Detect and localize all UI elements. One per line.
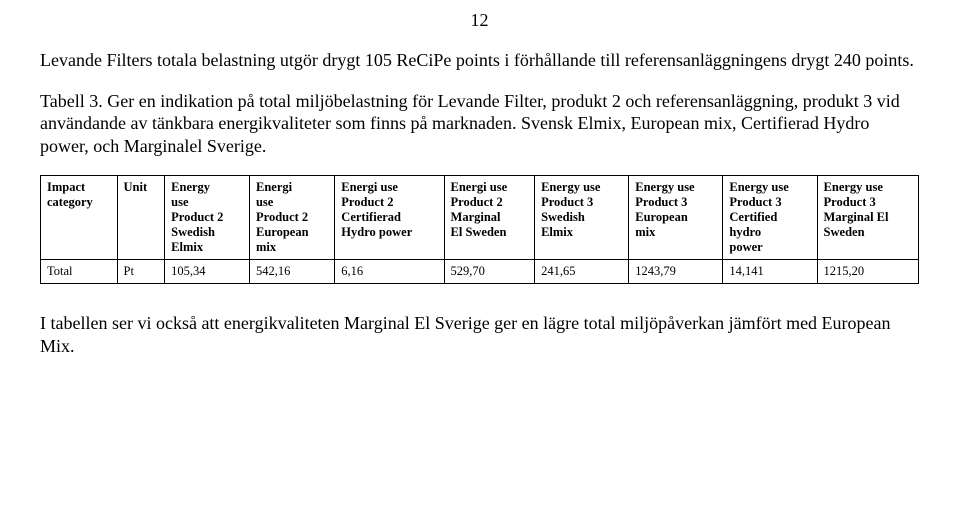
hdr-text: Marginal [451,210,529,225]
hdr-text: Energy use [729,180,810,195]
cell-value: 1243,79 [629,260,723,284]
table-row: Total Pt 105,34 542,16 6,16 529,70 241,6… [41,260,919,284]
intro-paragraph: Levande Filters totala belastning utgör … [40,49,919,72]
col-impact-category: Impact category [41,176,118,260]
hdr-text: Swedish [171,225,243,240]
hdr-text: Swedish [541,210,622,225]
cell-value: 105,34 [165,260,250,284]
impact-table: Impact category Unit Energy use Product … [40,175,919,284]
page-number: 12 [40,10,919,31]
table-header-row: Impact category Unit Energy use Product … [41,176,919,260]
col-unit: Unit [117,176,165,260]
hdr-text: Elmix [541,225,622,240]
hdr-text: use [256,195,328,210]
col-p2-hydro: Energi use Product 2 Certifierad Hydro p… [335,176,444,260]
hdr-text: El Sweden [451,225,529,240]
hdr-text: category [47,195,111,210]
cell-value: 1215,20 [817,260,918,284]
document-page: 12 Levande Filters totala belastning utg… [0,0,959,395]
hdr-text: Product 3 [824,195,912,210]
col-p2-european-mix: Energi use Product 2 European mix [249,176,334,260]
hdr-text: Certified [729,210,810,225]
hdr-text: Hydro power [341,225,437,240]
hdr-text: power [729,240,810,255]
table-caption: Tabell 3. Ger en indikation på total mil… [40,90,919,158]
hdr-text: Certifierad [341,210,437,225]
col-p3-hydro: Energy use Product 3 Certified hydro pow… [723,176,817,260]
hdr-text: use [171,195,243,210]
cell-value: 14,141 [723,260,817,284]
hdr-text: mix [635,225,716,240]
col-p3-marginal: Energy use Product 3 Marginal El Sweden [817,176,918,260]
hdr-text: Energy use [635,180,716,195]
hdr-text: Unit [124,180,159,195]
hdr-text: Energy use [824,180,912,195]
hdr-text: Energy use [541,180,622,195]
col-p3-european-mix: Energy use Product 3 European mix [629,176,723,260]
hdr-text: Impact [47,180,111,195]
cell-value: 6,16 [335,260,444,284]
hdr-text: Marginal El [824,210,912,225]
hdr-text: Elmix [171,240,243,255]
hdr-text: Product 2 [256,210,328,225]
cell-unit: Pt [117,260,165,284]
hdr-text: Energy [171,180,243,195]
hdr-text: mix [256,240,328,255]
hdr-text: Product 3 [541,195,622,210]
hdr-text: hydro [729,225,810,240]
closing-paragraph: I tabellen ser vi också att energikvalit… [40,312,919,357]
hdr-text: Sweden [824,225,912,240]
hdr-text: Product 2 [341,195,437,210]
col-p2-swedish-elmix: Energy use Product 2 Swedish Elmix [165,176,250,260]
cell-value: 542,16 [249,260,334,284]
hdr-text: Energi [256,180,328,195]
cell-value: 241,65 [535,260,629,284]
col-p3-swedish-elmix: Energy use Product 3 Swedish Elmix [535,176,629,260]
cell-label: Total [41,260,118,284]
hdr-text: European [635,210,716,225]
cell-value: 529,70 [444,260,535,284]
hdr-text: Product 3 [729,195,810,210]
hdr-text: Energi use [341,180,437,195]
col-p2-marginal: Energi use Product 2 Marginal El Sweden [444,176,535,260]
hdr-text: Product 2 [171,210,243,225]
hdr-text: European [256,225,328,240]
hdr-text: Product 2 [451,195,529,210]
hdr-text: Energi use [451,180,529,195]
hdr-text: Product 3 [635,195,716,210]
